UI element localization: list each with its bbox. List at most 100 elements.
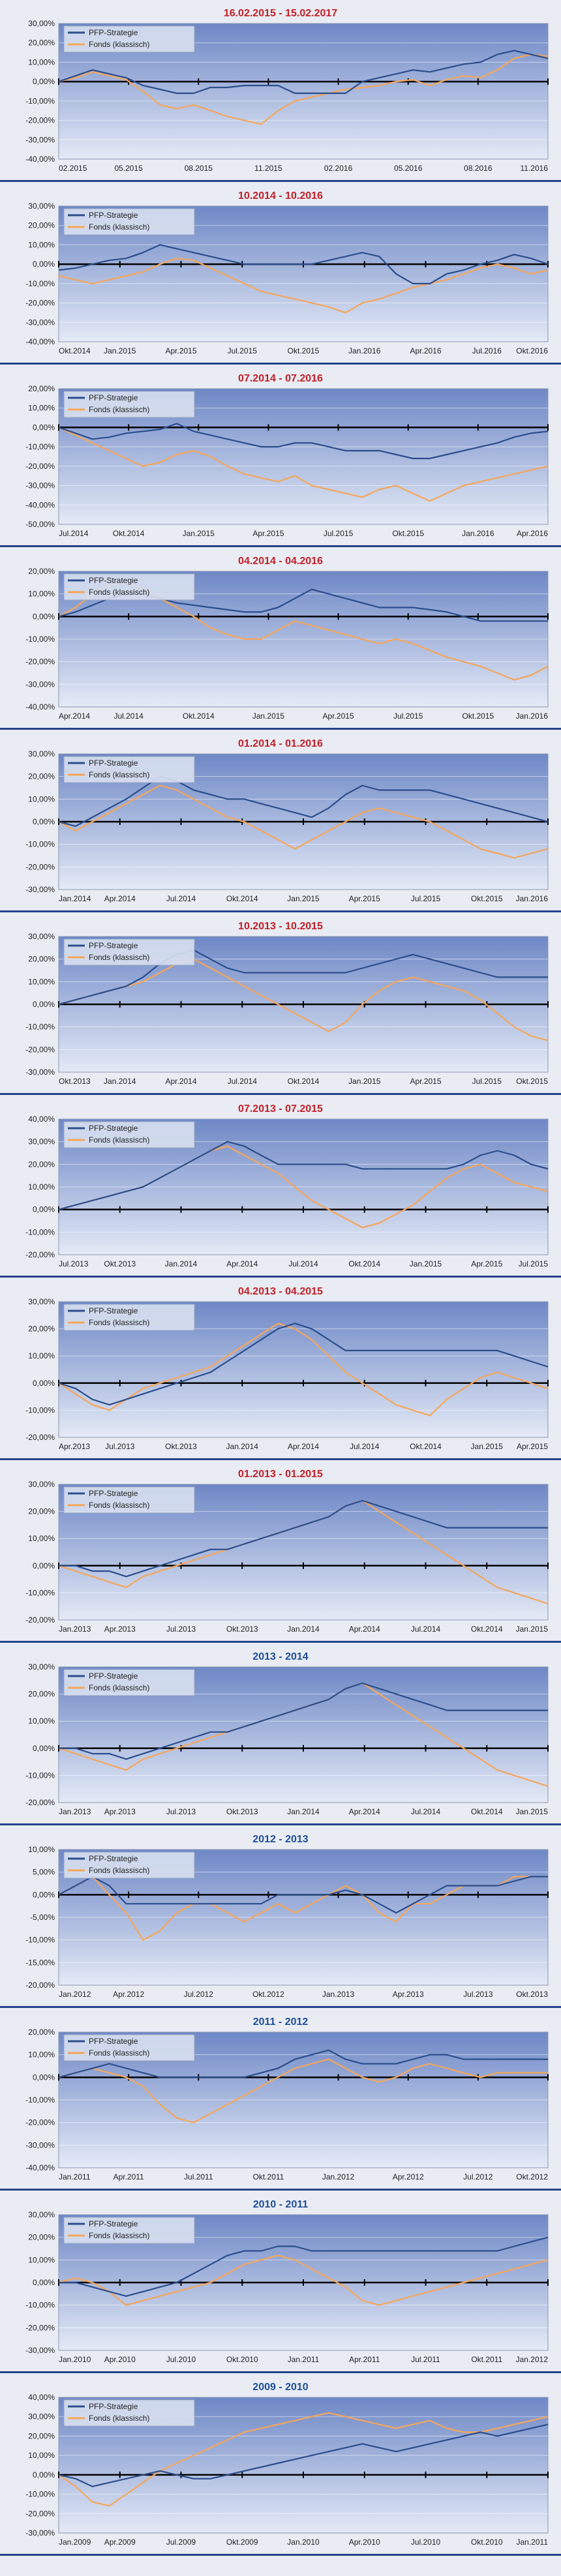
x-tick-label: Jul.2015 xyxy=(228,346,258,355)
y-tick-label: 0,00% xyxy=(33,2278,55,2287)
y-tick-label: 20,00% xyxy=(28,1507,55,1516)
y-tick-label: 30,00% xyxy=(28,750,55,758)
x-tick-label: 05.2016 xyxy=(394,164,423,173)
line-chart: 30,00% 20,00% 10,00% 0,00% -10,00% -20,00% -30… xyxy=(25,202,549,355)
x-tick-label: Jan.2015 xyxy=(287,894,320,903)
x-tick-label: Okt.2015 xyxy=(462,711,494,721)
x-tick-label: Jan.2014 xyxy=(165,1259,198,1268)
legend-label: PFP-Strategie xyxy=(89,2219,138,2228)
strategy-series-line xyxy=(58,423,549,460)
y-tick-label: 10,00% xyxy=(28,1716,55,1726)
y-tick-label: 10,00% xyxy=(28,977,55,986)
y-tick-label: 10,00% xyxy=(28,1846,55,1854)
legend-label: Fonds (klassisch) xyxy=(89,588,149,597)
strategy-series-line xyxy=(58,775,549,828)
chart-panel: 04.2014 - 04.2016 20,00% 10,00% 0,00% -10,00… xyxy=(0,550,561,730)
chart-title: 2011 - 2012 xyxy=(252,2016,309,2028)
legend-label: PFP-Strategie xyxy=(89,1489,138,1498)
x-tick-label: Okt.2014 xyxy=(226,894,258,903)
y-tick-label: 5,00% xyxy=(33,1868,55,1877)
legend xyxy=(63,2399,195,2427)
x-tick-label: Jan.2016 xyxy=(462,529,494,538)
x-tick-label: Jul.2013 xyxy=(105,1442,135,1451)
panel-divider xyxy=(0,1641,561,1643)
fund-series-line xyxy=(58,785,549,859)
x-tick-label: Okt.2013 xyxy=(165,1442,197,1451)
y-tick-label: -30,00% xyxy=(25,885,55,894)
legend xyxy=(63,756,195,783)
legend-label: PFP-Strategie xyxy=(89,2037,138,2046)
y-tick-label: -10,00% xyxy=(25,1936,55,1945)
chart-panel: 01.2013 - 01.2015 30,00% 20,00% 10,00% 0,00%… xyxy=(0,1463,561,1643)
x-tick-label: Jul.2012 xyxy=(184,1990,214,1999)
y-tick-label: -10,00% xyxy=(25,840,55,849)
y-tick-label: 0,00% xyxy=(33,77,55,86)
x-tick-label: Jul.2013 xyxy=(463,1990,493,1999)
panel-divider xyxy=(0,2189,561,2191)
x-tick-label: Apr.2010 xyxy=(104,2355,136,2364)
y-tick-label: 20,00% xyxy=(28,385,55,393)
chart-panel: 07.2014 - 07.2016 20,00% 10,00% 0,00% -10,00… xyxy=(0,368,561,548)
chart-title: 2010 - 2011 xyxy=(252,2199,309,2210)
y-tick-label: 0,00% xyxy=(33,260,55,269)
x-tick-label: Jan.2011 xyxy=(517,2538,549,2547)
x-tick-label: Apr.2011 xyxy=(349,2355,380,2364)
y-tick-label: -30,00% xyxy=(25,481,55,490)
y-tick-label: 10,00% xyxy=(28,2050,55,2059)
x-tick-label: Okt.2012 xyxy=(252,1990,284,1999)
y-tick-label: -40,00% xyxy=(25,337,55,346)
panel-divider xyxy=(0,363,561,365)
y-tick-label: 10,00% xyxy=(28,2451,55,2460)
y-tick-label: -20,00% xyxy=(25,299,55,308)
x-tick-label: Jan.2015 xyxy=(252,711,285,721)
legend xyxy=(63,1669,195,1696)
chart-panel: 01.2014 - 01.2016 30,00% 20,00% 10,00% 0,00%… xyxy=(0,733,561,913)
x-tick-label: Okt.2009 xyxy=(226,2538,258,2547)
x-tick-label: Jul.2015 xyxy=(411,894,441,903)
x-tick-label: Jul.2015 xyxy=(393,711,423,721)
chart-title: 04.2013 - 04.2015 xyxy=(238,1286,323,1297)
x-tick-label: Jan.2016 xyxy=(516,894,549,903)
x-tick-label: 02.2016 xyxy=(324,164,353,173)
y-tick-label: 40,00% xyxy=(28,2393,55,2402)
x-tick-label: Jan.2016 xyxy=(348,346,381,355)
legend-label: Fonds (klassisch) xyxy=(89,770,149,779)
legend-label: PFP-Strategie xyxy=(89,941,138,950)
x-tick-label: Okt.2016 xyxy=(516,346,548,355)
x-tick-label: Jul.2011 xyxy=(411,2355,440,2364)
y-tick-label: 0,00% xyxy=(33,612,55,621)
strategy-series-line xyxy=(59,1499,548,1578)
x-tick-label: Jul.2013 xyxy=(59,1259,89,1268)
x-tick-label: 11.2015 xyxy=(254,164,282,173)
chart-title: 01.2014 - 01.2016 xyxy=(238,738,323,749)
x-tick-label: Jan.2011 xyxy=(288,2355,320,2364)
x-tick-label: Apr.2014 xyxy=(288,1442,319,1451)
y-tick-label: -30,00% xyxy=(25,135,55,144)
x-tick-label: Okt.2013 xyxy=(59,1077,91,1086)
y-tick-label: 0,00% xyxy=(33,423,55,432)
x-tick-label: Apr.2013 xyxy=(104,1625,136,1634)
chart-title: 2013 - 2014 xyxy=(252,1651,309,1662)
chart-title: 07.2014 - 07.2016 xyxy=(238,373,323,384)
x-tick-label: Apr.2016 xyxy=(517,529,548,538)
legend xyxy=(63,573,195,601)
x-tick-label: Apr.2014 xyxy=(349,1625,380,1634)
y-tick-label: -10,00% xyxy=(25,1023,55,1032)
legend-label: PFP-Strategie xyxy=(89,1306,138,1315)
x-tick-label: Apr.2015 xyxy=(252,529,284,538)
y-tick-label: 10,00% xyxy=(28,404,55,413)
x-tick-label: Apr.2012 xyxy=(393,2172,424,2181)
y-tick-label: 10,00% xyxy=(28,794,55,803)
y-tick-label: -15,00% xyxy=(25,1958,55,1967)
x-tick-label: Jan.2010 xyxy=(287,2538,320,2547)
strategy-series-line xyxy=(58,1141,549,1210)
x-tick-label: Jan.2015 xyxy=(410,1259,442,1268)
x-tick-label: Apr.2015 xyxy=(471,1259,502,1268)
panel-divider xyxy=(0,1276,561,1278)
x-tick-label: Jan.2009 xyxy=(59,2538,91,2547)
y-tick-label: -30,00% xyxy=(25,1068,55,1077)
y-tick-label: 30,00% xyxy=(28,1137,55,1146)
y-tick-label: -20,00% xyxy=(25,1045,55,1054)
y-tick-label: -10,00% xyxy=(25,442,55,451)
x-tick-label: Jan.2015 xyxy=(516,1807,549,1816)
